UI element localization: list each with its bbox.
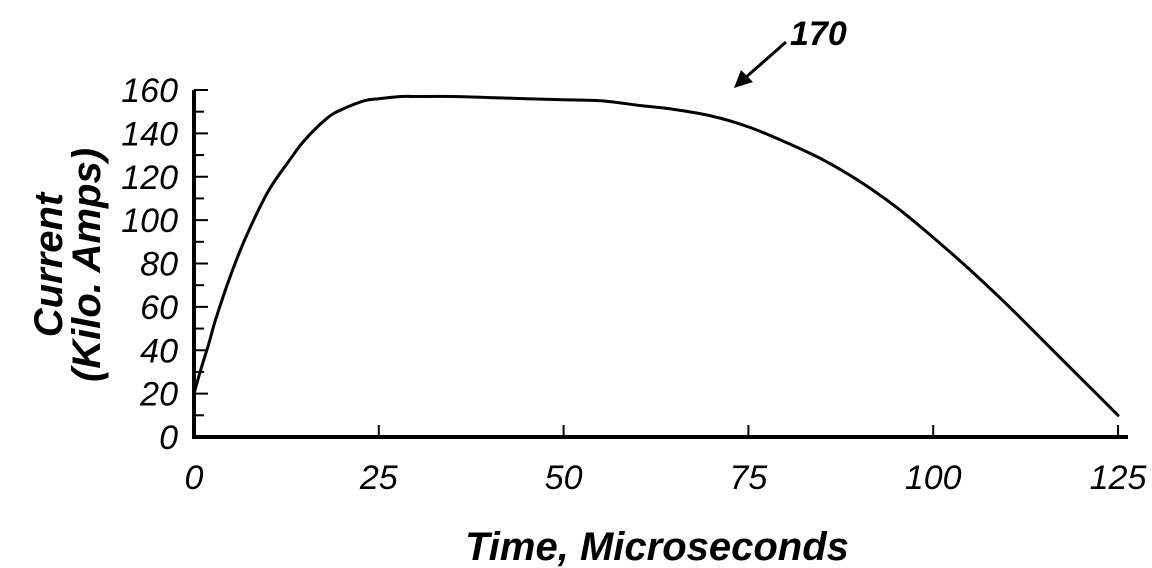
x-tick-label: 50 <box>545 459 583 497</box>
y-tick-label: 100 <box>121 202 178 240</box>
y-tick-label: 60 <box>140 289 178 327</box>
y-axis-title: Current (Kilo. Amps) <box>27 148 109 382</box>
reference-numeral: 170 <box>790 15 847 53</box>
y-tick-label: 20 <box>139 376 178 414</box>
y-tick-label: 120 <box>121 159 178 197</box>
x-axis-title: Time, Microseconds <box>465 525 849 568</box>
x-tick-label: 75 <box>729 459 767 497</box>
y-tick-label: 40 <box>140 332 178 370</box>
y-axis-title-line1: Current <box>27 191 71 337</box>
reference-annotation: 170 <box>734 15 847 88</box>
y-axis-title-line2: (Kilo. Amps) <box>65 148 109 382</box>
x-ticks: 0 25 50 75 100 125 <box>185 425 1147 497</box>
y-tick-label: 140 <box>121 115 178 153</box>
y-tick-label: 160 <box>121 72 178 110</box>
series-group <box>192 94 1120 417</box>
x-tick-label: 25 <box>359 459 398 497</box>
x-tick-label: 0 <box>185 459 204 497</box>
y-tick-label: 0 <box>159 419 178 457</box>
current-series-line <box>192 94 1120 417</box>
reference-arrowhead <box>734 70 753 88</box>
x-tick-label: 100 <box>905 459 962 497</box>
y-ticks: 0 20 40 60 80 100 120 140 160 <box>121 72 208 457</box>
x-tick-label: 125 <box>1090 459 1147 497</box>
axes <box>192 90 1128 439</box>
reference-leader-line <box>744 40 787 80</box>
y-tick-label: 80 <box>140 246 178 284</box>
